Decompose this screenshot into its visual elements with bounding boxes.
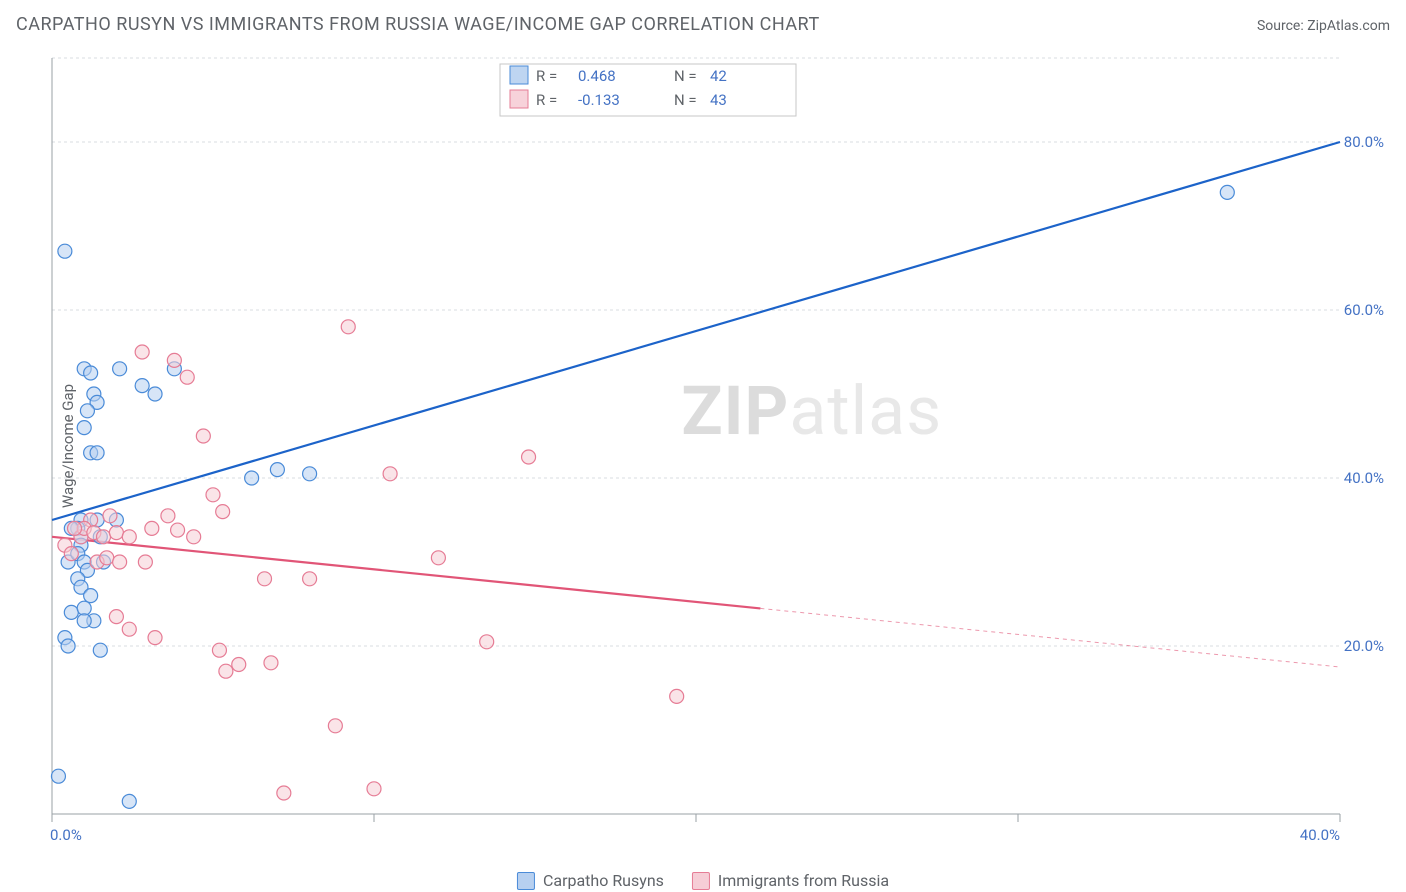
chart-title: CARPATHO RUSYN VS IMMIGRANTS FROM RUSSIA… (16, 14, 820, 35)
svg-text:N =: N = (674, 91, 697, 109)
svg-text:43: 43 (710, 91, 727, 109)
chart-header: CARPATHO RUSYN VS IMMIGRANTS FROM RUSSIA… (16, 14, 1390, 35)
svg-text:20.0%: 20.0% (1344, 637, 1384, 655)
legend-item-carpatho: Carpatho Rusyns (517, 871, 664, 890)
source-prefix: Source: (1257, 18, 1307, 34)
svg-text:40.0%: 40.0% (1344, 469, 1384, 487)
scatter-plot: 0.0% 40.0% 20.0% 40.0% 60.0% 80.0% R = 0.468 N … (48, 48, 1390, 854)
svg-text:60.0%: 60.0% (1344, 301, 1384, 319)
chart-container: ZIPatlas 0.0%40.0%20.0%40.0%60.0%80.0%R … (48, 48, 1388, 838)
svg-text:80.0%: 80.0% (1344, 133, 1384, 151)
bottom-legend: Carpatho Rusyns Immigrants from Russia (517, 871, 889, 890)
svg-text:0.0%: 0.0% (50, 826, 82, 844)
svg-text:R =: R = (536, 67, 557, 85)
legend-swatch-carpatho (517, 872, 535, 890)
legend-swatch-russia (692, 872, 710, 890)
svg-text:40.0%: 40.0% (1300, 826, 1340, 844)
svg-text:N =: N = (674, 67, 697, 85)
chart-source: Source: ZipAtlas.com (1257, 18, 1390, 34)
source-name: ZipAtlas.com (1307, 18, 1390, 34)
legend-label-russia: Immigrants from Russia (718, 871, 889, 890)
svg-text:42: 42 (710, 67, 727, 85)
svg-text:R =: R = (536, 91, 557, 109)
svg-text:-0.133: -0.133 (578, 91, 620, 109)
legend-item-russia: Immigrants from Russia (692, 871, 889, 890)
legend-label-carpatho: Carpatho Rusyns (543, 871, 664, 890)
svg-text:0.468: 0.468 (578, 67, 616, 85)
